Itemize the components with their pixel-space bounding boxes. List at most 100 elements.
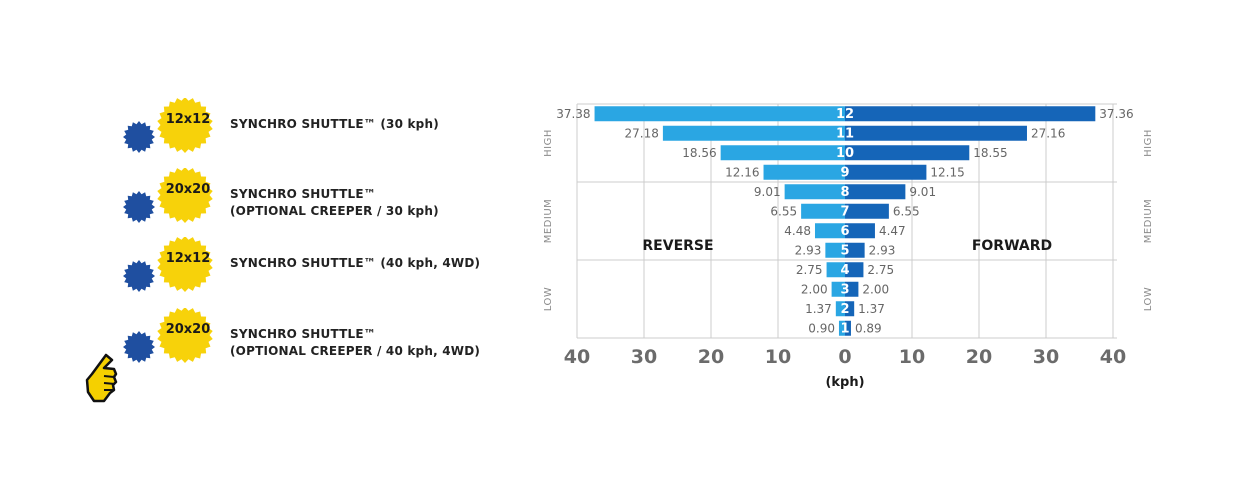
gear-pair-icon: 20x20 bbox=[115, 308, 225, 378]
reverse-bar bbox=[826, 262, 845, 278]
forward-bar bbox=[845, 184, 906, 200]
forward-bar bbox=[845, 164, 927, 180]
reverse-bar bbox=[801, 203, 845, 219]
x-tick-label: 30 bbox=[631, 346, 657, 368]
gear-number: 4 bbox=[840, 263, 849, 278]
forward-bar bbox=[845, 125, 1027, 141]
x-tick-label: 20 bbox=[698, 346, 724, 368]
x-tick-label: 20 bbox=[966, 346, 992, 368]
reverse-value-label: 37.38 bbox=[556, 107, 590, 121]
x-tick-label: 10 bbox=[765, 346, 791, 368]
option-label: SYNCHRO SHUTTLE™ (OPTIONAL CREEPER / 30 k… bbox=[230, 186, 439, 220]
forward-bar bbox=[845, 262, 864, 278]
transmission-options: 12x12 SYNCHRO SHUTTLE™ (30 kph) 20x20 SYNCH… bbox=[0, 0, 520, 490]
gear-number: 9 bbox=[840, 165, 849, 180]
range-label-left: MEDIUM bbox=[543, 199, 554, 244]
x-tick-label: 30 bbox=[1033, 346, 1059, 368]
gear-number: 6 bbox=[840, 224, 849, 239]
forward-value-label: 1.37 bbox=[858, 302, 885, 316]
reverse-bar bbox=[662, 125, 845, 141]
gear-number: 10 bbox=[836, 146, 854, 161]
x-tick-label: 40 bbox=[1100, 346, 1126, 368]
forward-bar bbox=[845, 242, 865, 258]
x-axis-label: (kph) bbox=[825, 375, 864, 390]
reverse-value-label: 12.16 bbox=[725, 165, 759, 179]
forward-value-label: 6.55 bbox=[893, 204, 920, 218]
reverse-value-label: 9.01 bbox=[754, 185, 781, 199]
option-label-line2: (OPTIONAL CREEPER / 40 kph, 4WD) bbox=[230, 344, 481, 358]
forward-value-label: 18.55 bbox=[973, 146, 1007, 160]
reverse-bar bbox=[720, 145, 845, 161]
reverse-bar bbox=[835, 301, 845, 317]
reverse-bar bbox=[825, 242, 845, 258]
gear-pair-icon: 12x12 bbox=[115, 98, 225, 168]
option-label: SYNCHRO SHUTTLE™ (40 kph, 4WD) bbox=[230, 255, 480, 272]
large-gear-icon bbox=[157, 168, 213, 223]
reverse-bar bbox=[831, 281, 845, 297]
forward-value-label: 2.00 bbox=[862, 282, 889, 296]
option-label-line1: SYNCHRO SHUTTLE™ bbox=[230, 327, 376, 341]
x-tick-label: 0 bbox=[838, 346, 851, 368]
range-label-left: HIGH bbox=[543, 129, 554, 157]
option-label: SYNCHRO SHUTTLE™ (OPTIONAL CREEPER / 40 k… bbox=[230, 326, 480, 360]
gear-number: 2 bbox=[840, 302, 849, 317]
gear-count-label: 12x12 bbox=[165, 112, 211, 127]
forward-bar bbox=[845, 145, 970, 161]
forward-label: FORWARD bbox=[972, 238, 1052, 254]
range-label-right: LOW bbox=[1143, 287, 1154, 311]
forward-bar bbox=[845, 106, 1096, 122]
range-label-right: HIGH bbox=[1143, 129, 1154, 157]
reverse-bar bbox=[838, 320, 845, 336]
range-label-left: LOW bbox=[543, 287, 554, 311]
forward-bar bbox=[845, 281, 859, 297]
reverse-value-label: 2.00 bbox=[801, 282, 828, 296]
option-label-line1: SYNCHRO SHUTTLE™ (40 kph, 4WD) bbox=[230, 256, 481, 270]
large-gear-icon bbox=[157, 237, 213, 292]
reverse-bar bbox=[763, 164, 845, 180]
gear-number: 1 bbox=[840, 321, 849, 336]
gear-count-label: 12x12 bbox=[165, 251, 211, 266]
forward-value-label: 27.16 bbox=[1031, 126, 1065, 140]
gear-number: 11 bbox=[836, 126, 854, 141]
forward-value-label: 0.89 bbox=[855, 321, 882, 335]
small-gear-icon bbox=[123, 260, 155, 292]
forward-value-label: 2.93 bbox=[869, 243, 896, 257]
forward-bar bbox=[845, 223, 875, 239]
gear-count-label: 20x20 bbox=[165, 182, 211, 197]
range-label-right: MEDIUM bbox=[1143, 199, 1154, 244]
gear-pair-icon: 12x12 bbox=[115, 237, 225, 307]
option-4[interactable]: 20x20 SYNCHRO SHUTTLE™ (OPTIONAL CREEPER /… bbox=[115, 308, 515, 378]
small-gear-icon bbox=[123, 331, 155, 363]
forward-value-label: 4.47 bbox=[879, 224, 906, 238]
option-3[interactable]: 12x12 SYNCHRO SHUTTLE™ (40 kph, 4WD) bbox=[115, 237, 515, 307]
forward-bar bbox=[845, 203, 889, 219]
reverse-value-label: 6.55 bbox=[770, 204, 797, 218]
gear-pair-icon: 20x20 bbox=[115, 168, 225, 238]
gear-number: 8 bbox=[840, 185, 849, 200]
reverse-bar bbox=[784, 184, 845, 200]
x-tick-label: 10 bbox=[899, 346, 925, 368]
gear-number: 7 bbox=[840, 204, 849, 219]
reverse-value-label: 1.37 bbox=[805, 302, 832, 316]
gear-count-label: 20x20 bbox=[165, 322, 211, 337]
option-2[interactable]: 20x20 SYNCHRO SHUTTLE™ (OPTIONAL CREEPER /… bbox=[115, 168, 515, 238]
reverse-bar bbox=[594, 106, 845, 122]
large-gear-icon bbox=[157, 308, 213, 363]
hand-pointer-icon bbox=[85, 353, 118, 403]
small-gear-icon bbox=[123, 121, 155, 153]
option-1[interactable]: 12x12 SYNCHRO SHUTTLE™ (30 kph) bbox=[115, 98, 515, 168]
option-label-line2: (OPTIONAL CREEPER / 30 kph) bbox=[230, 204, 439, 218]
forward-bar bbox=[845, 320, 851, 336]
small-gear-icon bbox=[123, 191, 155, 223]
option-label: SYNCHRO SHUTTLE™ (30 kph) bbox=[230, 116, 439, 133]
reverse-value-label: 27.18 bbox=[625, 126, 659, 140]
option-label-line1: SYNCHRO SHUTTLE™ bbox=[230, 187, 376, 201]
gear-number: 12 bbox=[836, 107, 854, 122]
forward-bar bbox=[845, 301, 855, 317]
reverse-label: REVERSE bbox=[642, 238, 713, 254]
forward-value-label: 9.01 bbox=[909, 185, 936, 199]
gear-number: 3 bbox=[840, 282, 849, 297]
reverse-value-label: 2.75 bbox=[796, 263, 823, 277]
reverse-value-label: 0.90 bbox=[808, 321, 835, 335]
